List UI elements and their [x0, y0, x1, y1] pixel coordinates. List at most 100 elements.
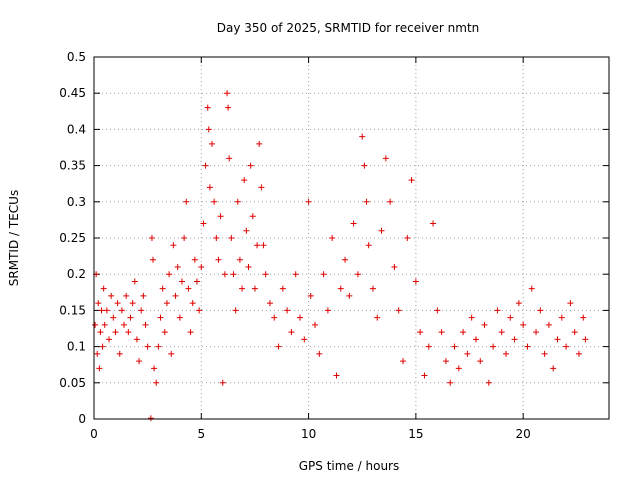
- data-point: [211, 198, 218, 205]
- data-point: [400, 358, 406, 365]
- data-point: [256, 140, 263, 147]
- y-tick-label: 0.45: [59, 86, 86, 100]
- y-tick-label: 0.4: [67, 122, 86, 136]
- data-point: [563, 343, 570, 350]
- y-axis-label: SRMTID / TECUs: [7, 190, 21, 286]
- data-point: [395, 307, 402, 314]
- data-point: [116, 350, 123, 357]
- data-point: [342, 256, 349, 263]
- data-point: [225, 104, 232, 111]
- data-point: [346, 292, 353, 299]
- data-point: [329, 235, 336, 241]
- data-point: [185, 285, 192, 292]
- data-point: [507, 314, 514, 321]
- data-point: [537, 307, 544, 314]
- data-point: [209, 140, 216, 147]
- data-point: [94, 350, 101, 357]
- data-point: [95, 300, 102, 307]
- data-point: [189, 300, 196, 307]
- data-point: [312, 321, 319, 328]
- data-point: [404, 235, 411, 241]
- y-tick-label: 0.35: [59, 159, 86, 173]
- data-point: [511, 336, 518, 343]
- data-point: [110, 314, 117, 321]
- data-point: [245, 263, 252, 270]
- data-point: [213, 235, 220, 241]
- data-point: [140, 292, 147, 299]
- data-point: [575, 350, 582, 357]
- data-point: [183, 198, 190, 205]
- data-point: [176, 314, 183, 321]
- data-point: [558, 314, 565, 321]
- data-point: [520, 321, 527, 328]
- data-point: [194, 278, 200, 285]
- data-point: [464, 350, 471, 357]
- data-point: [103, 307, 110, 314]
- data-point: [571, 329, 578, 336]
- data-point: [490, 343, 497, 350]
- data-point: [307, 292, 314, 299]
- data-point: [580, 314, 587, 321]
- data-point: [198, 263, 205, 270]
- data-point: [151, 365, 158, 372]
- data-point: [438, 329, 445, 336]
- data-point: [369, 285, 376, 292]
- x-axis-label: GPS time / hours: [299, 459, 400, 473]
- data-point: [224, 90, 231, 97]
- y-tick-label: 0.05: [59, 376, 86, 390]
- data-point: [279, 285, 286, 292]
- data-point: [324, 307, 331, 314]
- data-point: [174, 263, 181, 270]
- data-point: [515, 300, 522, 307]
- data-point: [144, 343, 151, 350]
- data-points: [92, 90, 589, 422]
- x-tick-label: 0: [90, 427, 98, 441]
- chart-title: Day 350 of 2025, SRMTID for receiver nmt…: [217, 21, 480, 35]
- data-point: [150, 256, 157, 263]
- data-point: [136, 358, 143, 365]
- data-point: [123, 292, 130, 299]
- data-point: [363, 198, 370, 205]
- data-point: [567, 300, 574, 307]
- data-point: [142, 321, 149, 328]
- data-point: [430, 220, 437, 227]
- data-point: [550, 365, 557, 372]
- data-point: [545, 321, 552, 328]
- data-point: [234, 198, 241, 205]
- data-point: [202, 162, 209, 169]
- data-point: [320, 271, 327, 278]
- data-point: [200, 220, 207, 227]
- data-point: [101, 321, 108, 328]
- data-point: [230, 271, 237, 278]
- data-point: [125, 329, 132, 336]
- data-point: [582, 336, 589, 343]
- data-point: [118, 307, 125, 314]
- data-point: [365, 242, 372, 249]
- data-point: [241, 177, 248, 184]
- data-point: [460, 329, 467, 336]
- data-point: [305, 198, 312, 205]
- data-point: [206, 184, 213, 191]
- data-point: [170, 242, 177, 249]
- data-point: [181, 235, 188, 241]
- data-point: [541, 350, 548, 357]
- data-point: [108, 292, 115, 299]
- data-point: [236, 256, 243, 263]
- data-point: [301, 336, 308, 343]
- data-point: [472, 336, 479, 343]
- axis-ticks: 0 0.05 0.1 0.15 0.2 0.25 0.3 0.35 0.4 0.45 0.5 0 5 10…: [59, 50, 609, 441]
- x-tick-label: 10: [301, 427, 316, 441]
- data-point: [316, 350, 323, 357]
- data-point: [337, 285, 344, 292]
- y-tick-label: 0: [78, 412, 86, 426]
- data-point: [455, 365, 462, 372]
- data-point: [114, 300, 121, 307]
- data-point: [96, 365, 103, 372]
- y-tick-label: 0.15: [59, 303, 86, 317]
- data-point: [168, 350, 175, 357]
- data-point: [251, 285, 258, 292]
- data-point: [260, 242, 267, 249]
- data-point: [554, 336, 561, 343]
- data-point: [147, 415, 154, 422]
- data-point: [434, 307, 441, 314]
